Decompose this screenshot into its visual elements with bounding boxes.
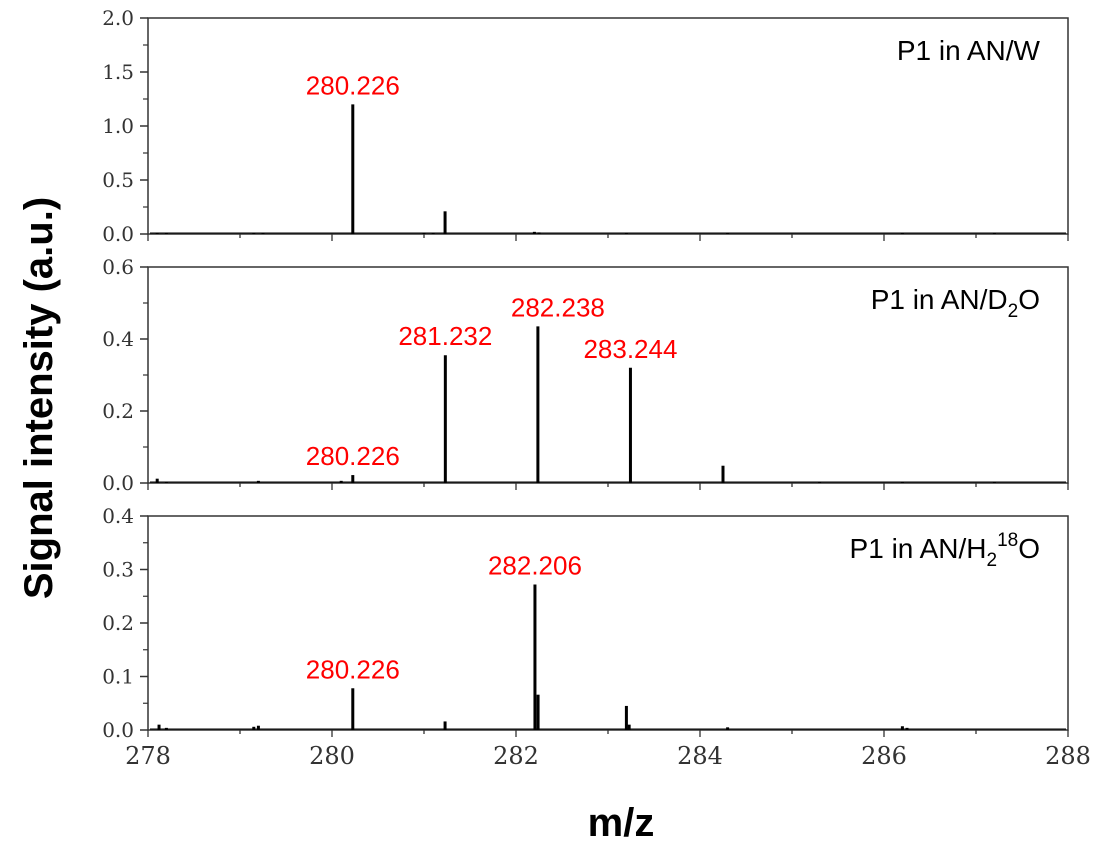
x-tick-label: 288 [1045,742,1091,770]
peak-label: 283.244 [583,334,677,364]
panel-title: P1 in AN/H218O [850,530,1040,571]
panel-3: 0.0 0.1 0.2 0.3 0.4 278 280 282 284 286 288 280.226… [102,504,1091,770]
y-tick-label: 0.6 [102,255,134,279]
y-tick-label: 0.0 [102,718,134,742]
y-tick-label: 1.0 [102,114,134,138]
y-axis-title: Signal intensity (a.u.) [17,197,61,599]
panel-title-main: P1 in AN/D [871,284,1008,315]
y-tick-label: 0.2 [102,399,134,423]
y-tick-label: 1.5 [102,60,134,84]
panel-title-main: P1 in AN/H [850,533,987,564]
panel-title-superscript: 18 [997,530,1018,551]
panel-2: 0.0 0.2 0.4 0.6 280.226 281.232 282.238 283.244… [102,255,1069,495]
x-tick-label: 280 [309,742,355,770]
panel-title-subscript: 2 [1008,301,1019,322]
peak-label: 281.232 [398,321,492,351]
peak-label: 280.226 [306,654,400,684]
panel-title-main: P1 in AN/W [897,35,1041,66]
peak-label: 282.206 [488,550,582,580]
y-tick-label: 0.3 [102,558,134,582]
x-tick-label: 284 [677,742,723,770]
y-tick-label: 0.1 [102,665,134,689]
x-tick-label: 282 [493,742,539,770]
panel-title-tail: O [1018,533,1040,564]
y-tick-label: 0.0 [102,471,134,495]
y-tick-label: 0.4 [102,327,134,351]
panel-title-tail: O [1018,284,1040,315]
peak-label: 280.226 [306,441,400,471]
x-tick-label: 286 [861,742,907,770]
x-tick-label: 278 [125,742,171,770]
panel-1: 0.0 0.5 1.0 1.5 2.0 280.226 P1 in AN/W [102,6,1069,246]
y-tick-label: 0.4 [102,504,134,528]
panel-title: P1 in AN/W [897,35,1041,66]
peak-label: 282.238 [511,292,605,322]
panel-title: P1 in AN/D2O [871,284,1040,322]
y-tick-label: 0.0 [102,222,134,246]
x-axis-title: m/z [588,801,655,845]
panel-title-subscript: 2 [987,550,998,571]
y-tick-label: 0.2 [102,611,134,635]
peak-label: 280.226 [306,70,400,100]
y-tick-label: 0.5 [102,168,134,192]
y-tick-label: 2.0 [102,6,134,30]
